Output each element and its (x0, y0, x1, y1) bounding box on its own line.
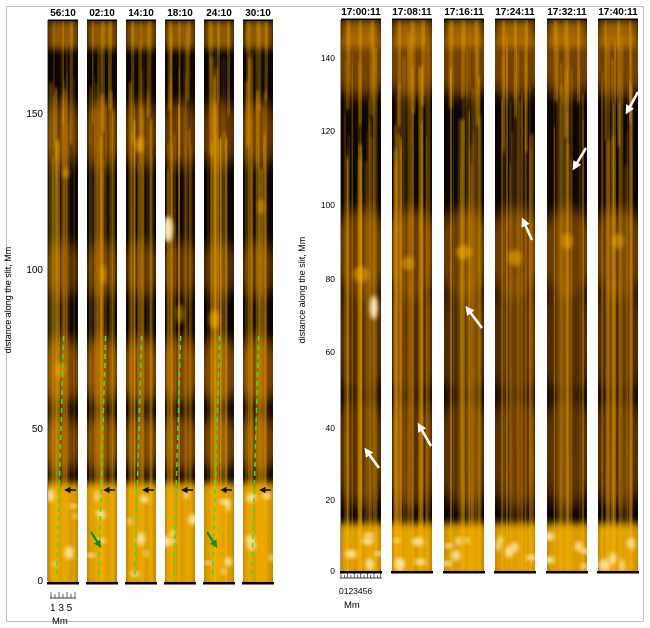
left-frame-time-4: 18:10 (167, 8, 193, 19)
left-x-scale-unit: Mm (52, 616, 68, 627)
right-x-scale-ticks: 0123456 (339, 586, 372, 596)
right-y-tick-0: 0 (330, 566, 335, 576)
left-tracer-line-2 (97, 335, 107, 581)
figure-frame (6, 6, 644, 622)
left-frame-time-6: 30:10 (245, 8, 271, 19)
right-frame-time-3: 17:16:11 (444, 7, 484, 18)
right-y-axis-label: distance along the slit, Mm (297, 237, 307, 344)
left-strip-2 (86, 19, 118, 585)
left-tracer-line-3 (133, 335, 143, 581)
left-green-arrow-2 (206, 531, 218, 548)
right-strip-1 (340, 18, 382, 574)
right-strip-2 (391, 18, 433, 574)
left-frame-time-3: 14:10 (128, 8, 154, 19)
left-x-scale (50, 592, 76, 599)
left-y-tick-150: 150 (26, 109, 43, 120)
right-frame-time-4: 17:24:11 (495, 7, 535, 18)
right-white-arrow-5 (572, 147, 588, 171)
left-frame-time-1: 56:10 (50, 8, 76, 19)
right-strip-3 (443, 18, 485, 574)
left-y-tick-100: 100 (26, 265, 43, 276)
right-x-scale-unit: Mm (344, 600, 360, 611)
right-panel: 0 20 40 60 80 100 120 140 distance along… (297, 7, 640, 611)
right-y-tick-120: 120 (321, 126, 335, 136)
left-strip-6 (242, 19, 274, 585)
left-y-axis-label: distance along the slit, Mm (3, 247, 13, 354)
left-frame-time-5: 24:10 (206, 8, 232, 19)
right-y-tick-40: 40 (326, 423, 336, 433)
right-frame-time-5: 17:32:11 (547, 7, 587, 18)
left-strip-3 (125, 19, 157, 585)
right-strip-6 (597, 18, 639, 574)
right-white-arrow-3 (465, 305, 484, 329)
right-y-tick-140: 140 (321, 53, 335, 63)
right-frame-time-1: 17:00:11 (341, 7, 381, 18)
right-white-arrow-1 (364, 447, 381, 469)
left-x-scale-ticks: 1 3 5 (50, 603, 73, 614)
left-tracer-line-1 (55, 335, 65, 581)
left-tracer-line-6 (250, 335, 260, 581)
left-frame-time-2: 02:10 (89, 8, 115, 19)
right-strip-5 (546, 18, 588, 574)
right-frame-time-6: 17:40:11 (598, 7, 638, 18)
left-strip-1 (47, 19, 79, 585)
left-y-tick-0: 0 (37, 576, 43, 587)
left-strips: 56:10 02:10 14:10 18:10 24:10 30:10 (47, 8, 274, 585)
right-y-tick-80: 80 (326, 274, 336, 284)
right-frame-time-2: 17:08:11 (392, 7, 432, 18)
left-tracer-line-4 (172, 335, 182, 581)
left-panel: 0 50 100 150 distance along the slit, Mm… (3, 8, 274, 627)
left-strip-5 (203, 19, 235, 585)
left-y-tick-50: 50 (32, 424, 44, 435)
right-y-tick-100: 100 (321, 200, 335, 210)
right-strip-4 (494, 18, 536, 574)
left-tracer-line-5 (211, 335, 221, 581)
right-y-tick-20: 20 (326, 495, 336, 505)
right-strips: 17:00:11 17:08:11 17:16:11 17:24:11 17:32:11… (340, 7, 640, 574)
right-x-scale (340, 573, 382, 579)
left-green-arrow-1 (90, 531, 102, 548)
left-strip-4 (164, 19, 196, 585)
right-y-tick-60: 60 (326, 347, 336, 357)
right-white-arrow-2 (417, 422, 433, 447)
right-white-arrow-4 (521, 217, 534, 241)
right-white-arrow-6 (625, 91, 640, 115)
